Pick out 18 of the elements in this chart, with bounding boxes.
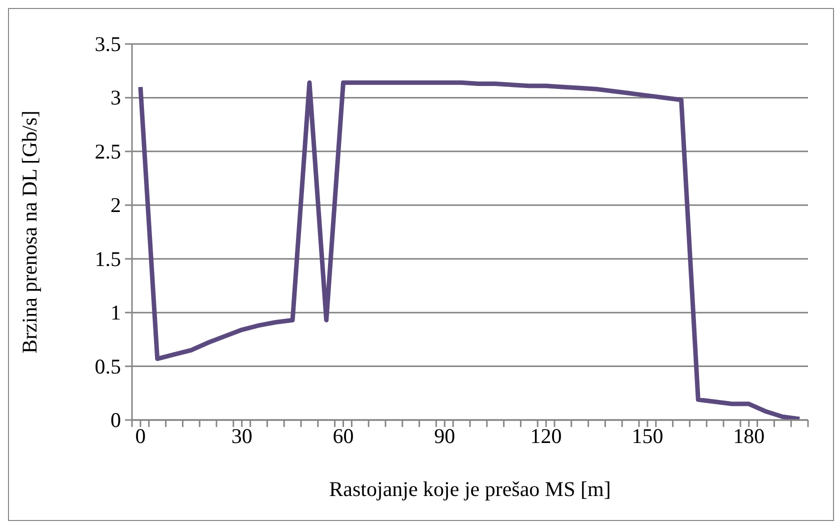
line-series: [138, 80, 802, 420]
y-tick-label: 0.5: [94, 354, 121, 378]
y-axis-title: Brzina prenosa na DL [Gb/s]: [17, 110, 42, 354]
y-tick-label: 2.5: [94, 139, 121, 164]
y-tick-label: 2: [110, 193, 121, 218]
x-tick-label: 30: [231, 424, 252, 448]
y-tick-label: 3.5: [94, 32, 121, 56]
y-tick-label: 1: [110, 300, 121, 325]
x-tick-label: 120: [530, 424, 562, 448]
x-axis-title: Rastojanje koje je prešao MS [m]: [329, 477, 611, 501]
y-tick-label: 1.5: [94, 246, 121, 271]
y-tick-label: 3: [110, 86, 121, 110]
x-tick-label: 180: [733, 424, 765, 448]
x-tick-label: 90: [434, 424, 456, 448]
y-tick-label: 0: [110, 408, 121, 432]
x-tick-label: 0: [135, 424, 146, 448]
x-tick-label: 150: [632, 424, 664, 448]
x-tick-label: 60: [332, 424, 354, 448]
